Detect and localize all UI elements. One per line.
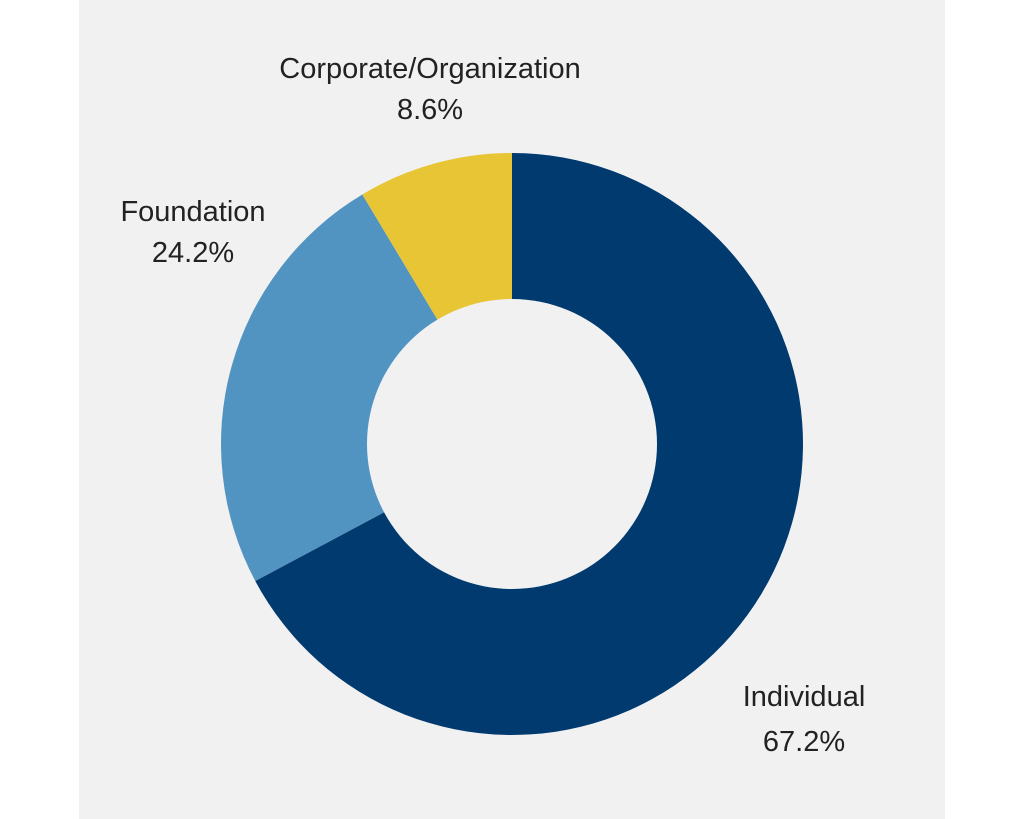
slice-foundation — [221, 194, 512, 581]
value-label: 8.6% — [397, 94, 463, 126]
value-label: 24.2% — [152, 237, 234, 269]
category-label: Foundation — [120, 196, 265, 228]
category-label: Corporate/Organization — [279, 53, 580, 85]
donut-hole — [367, 299, 657, 589]
category-label: Individual — [743, 681, 866, 713]
labels-group: Individual 67.2% Foundation 24.2% Corporate/… — [120, 53, 865, 758]
value-label: 67.2% — [763, 726, 845, 758]
